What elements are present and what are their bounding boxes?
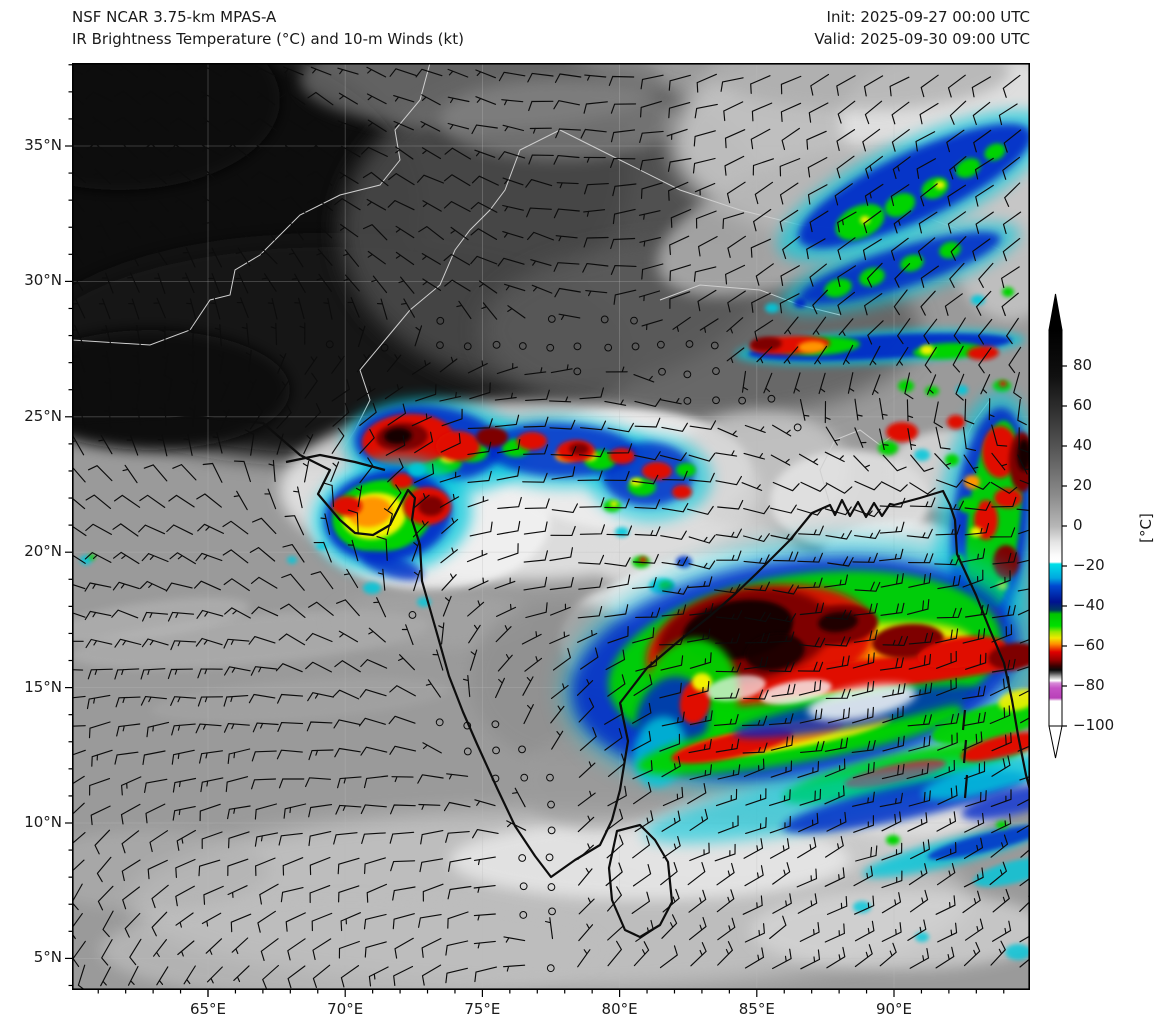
colorbar-tick-label: 0 — [1073, 516, 1083, 534]
colorbar-tick-label: −20 — [1073, 556, 1105, 574]
map-panel — [72, 63, 1030, 990]
x-tick-label: 75°E — [464, 1000, 501, 1018]
country-border — [329, 129, 561, 471]
colorbar-over-arrow — [1048, 293, 1063, 331]
x-tick-label: 90°E — [875, 1000, 913, 1018]
y-tick-label: 30°N — [24, 271, 62, 290]
colorbar-tick-label: −100 — [1073, 716, 1115, 734]
map-frame — [72, 63, 1030, 990]
plot-title-line2: IR Brightness Temperature (°C) and 10-m … — [72, 30, 464, 48]
init-time-label: Init: 2025-09-27 00:00 UTC — [826, 8, 1030, 26]
y-tick-label: 35°N — [24, 136, 62, 154]
colorbar-tick-label: −60 — [1073, 636, 1105, 654]
country-border — [72, 63, 431, 346]
coastline — [72, 415, 1030, 879]
x-tick-label: 85°E — [738, 1000, 775, 1018]
colorbar-tick-label: −40 — [1073, 596, 1105, 614]
x-tick-label: 70°E — [327, 1000, 364, 1018]
colorbar-tick-label: 40 — [1073, 436, 1093, 454]
x-tick-label: 65°E — [189, 1000, 227, 1018]
colorbar-tick-label: 80 — [1073, 356, 1093, 374]
colorbar-tick-label: 60 — [1073, 396, 1093, 414]
colorbar-tick-label: 20 — [1073, 476, 1093, 494]
coastline — [607, 823, 674, 939]
valid-time-label: Valid: 2025-09-30 09:00 UTC — [814, 30, 1030, 48]
colorbar-bar — [1048, 329, 1063, 727]
y-tick-label: 5°N — [33, 948, 62, 967]
map-canvas — [72, 63, 1030, 990]
coastline — [285, 453, 386, 472]
y-tick-label: 15°N — [24, 677, 62, 696]
y-tick-label: 10°N — [24, 813, 62, 831]
wind-barbs — [72, 64, 1030, 990]
colorbar-under-arrow — [1048, 725, 1063, 759]
y-tick-label: 25°N — [24, 406, 62, 425]
colorbar-unit-label: [°C] — [1136, 513, 1155, 543]
colorbar-tick-label: −80 — [1073, 676, 1105, 694]
y-tick-label: 20°N — [24, 542, 62, 561]
coastline — [961, 709, 969, 799]
plot-title-line1: NSF NCAR 3.75-km MPAS-A — [72, 8, 277, 26]
x-tick-label: 80°E — [601, 1000, 638, 1018]
